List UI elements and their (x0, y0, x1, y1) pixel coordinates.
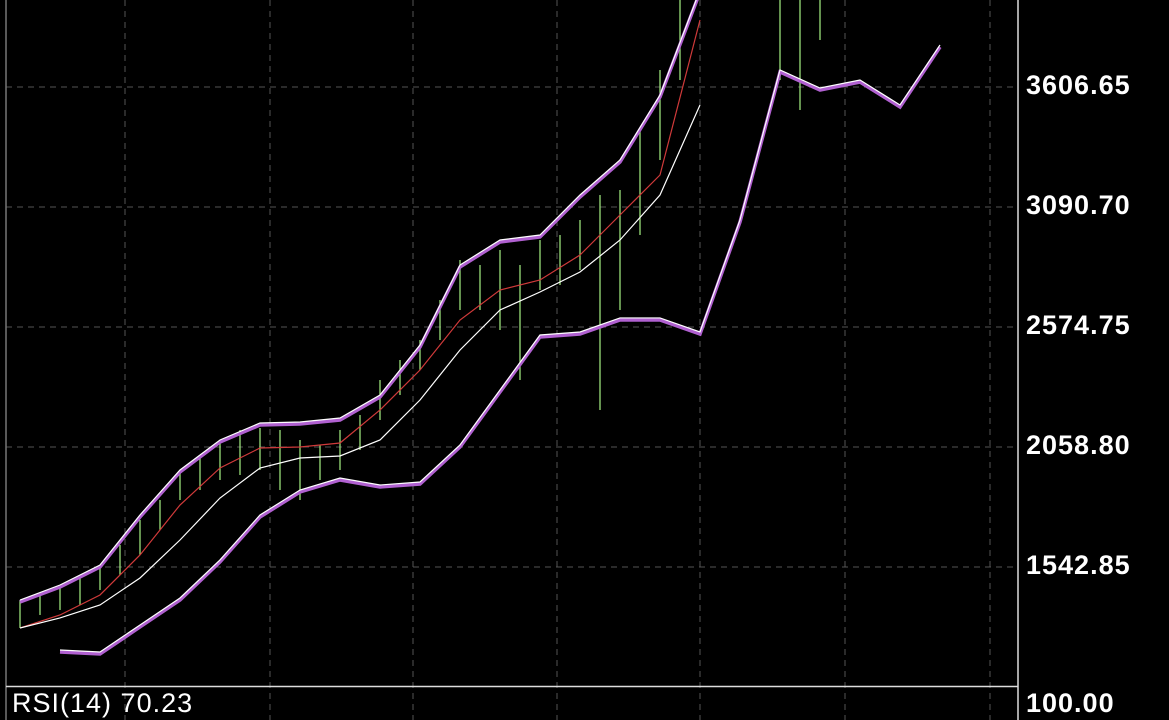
series-line (19, 0, 697, 601)
band-glow (19, 0, 699, 604)
series-line (19, 19, 701, 629)
plot-area (19, 0, 942, 656)
grid (6, 0, 1018, 720)
rsi-title: RSI(14) 70.23 (12, 688, 193, 718)
series-line (19, 104, 701, 629)
rsi-value: 70.23 (121, 688, 194, 718)
y-tick-label: 2058.80 (1026, 430, 1131, 460)
band-glow (59, 46, 942, 656)
y-tick-label: 3606.65 (1026, 70, 1131, 100)
series-line (59, 44, 941, 653)
y-tick-label: 3090.70 (1026, 190, 1131, 220)
price-axis: 3606.65 3090.70 2574.75 2058.80 1542.85 (1026, 70, 1131, 580)
rsi-tick-label: 100.00 (1026, 688, 1115, 718)
y-tick-label: 2574.75 (1026, 310, 1131, 340)
y-tick-label: 1542.85 (1026, 550, 1131, 580)
rsi-name: RSI(14) (12, 688, 112, 718)
